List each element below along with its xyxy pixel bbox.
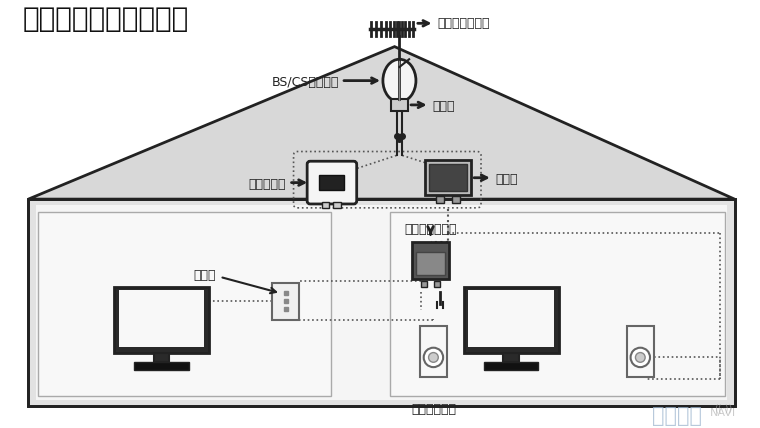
Text: BS/CSアンテナ: BS/CSアンテナ xyxy=(272,76,339,89)
Text: ((·)): ((·)) xyxy=(714,403,733,413)
Bar xyxy=(484,362,538,370)
Bar xyxy=(416,252,445,275)
Polygon shape xyxy=(28,47,734,199)
Bar xyxy=(435,281,440,286)
Bar xyxy=(272,282,299,320)
Bar xyxy=(38,212,331,396)
Bar xyxy=(114,286,209,353)
Bar xyxy=(119,291,204,347)
Circle shape xyxy=(424,348,443,367)
Circle shape xyxy=(429,353,439,362)
Text: アンテナ工事の全体図: アンテナ工事の全体図 xyxy=(23,5,188,33)
Text: 分波器: 分波器 xyxy=(194,269,216,282)
Bar xyxy=(421,281,426,286)
Text: 混合器: 混合器 xyxy=(432,100,455,113)
Ellipse shape xyxy=(383,59,416,102)
Bar xyxy=(321,202,330,208)
Bar xyxy=(452,196,460,203)
Bar xyxy=(390,212,725,396)
FancyBboxPatch shape xyxy=(307,161,356,204)
Bar xyxy=(468,291,554,347)
Bar xyxy=(154,353,169,362)
Text: 分配器: 分配器 xyxy=(496,173,518,186)
Circle shape xyxy=(631,348,650,367)
Bar xyxy=(135,362,188,370)
Text: ブースター: ブースター xyxy=(249,178,286,191)
Bar xyxy=(318,175,344,190)
Bar xyxy=(420,326,447,377)
Bar xyxy=(28,199,734,406)
Bar xyxy=(28,199,734,406)
Circle shape xyxy=(635,353,645,362)
Text: アンテナ: アンテナ xyxy=(652,406,702,426)
Bar xyxy=(334,202,341,208)
Bar xyxy=(464,286,559,353)
Bar xyxy=(627,326,654,377)
Bar xyxy=(391,99,408,111)
Bar xyxy=(412,242,449,279)
Text: 地デジアンテナ: 地デジアンテナ xyxy=(437,18,489,30)
Bar xyxy=(436,196,444,203)
Text: NAVI: NAVI xyxy=(711,408,736,418)
Bar xyxy=(429,164,467,191)
Bar xyxy=(36,205,727,400)
Text: ブースター電源: ブースター電源 xyxy=(404,223,457,236)
Text: アンテナ端子: アンテナ端子 xyxy=(411,403,456,416)
Bar xyxy=(503,353,519,362)
Bar xyxy=(425,160,471,195)
